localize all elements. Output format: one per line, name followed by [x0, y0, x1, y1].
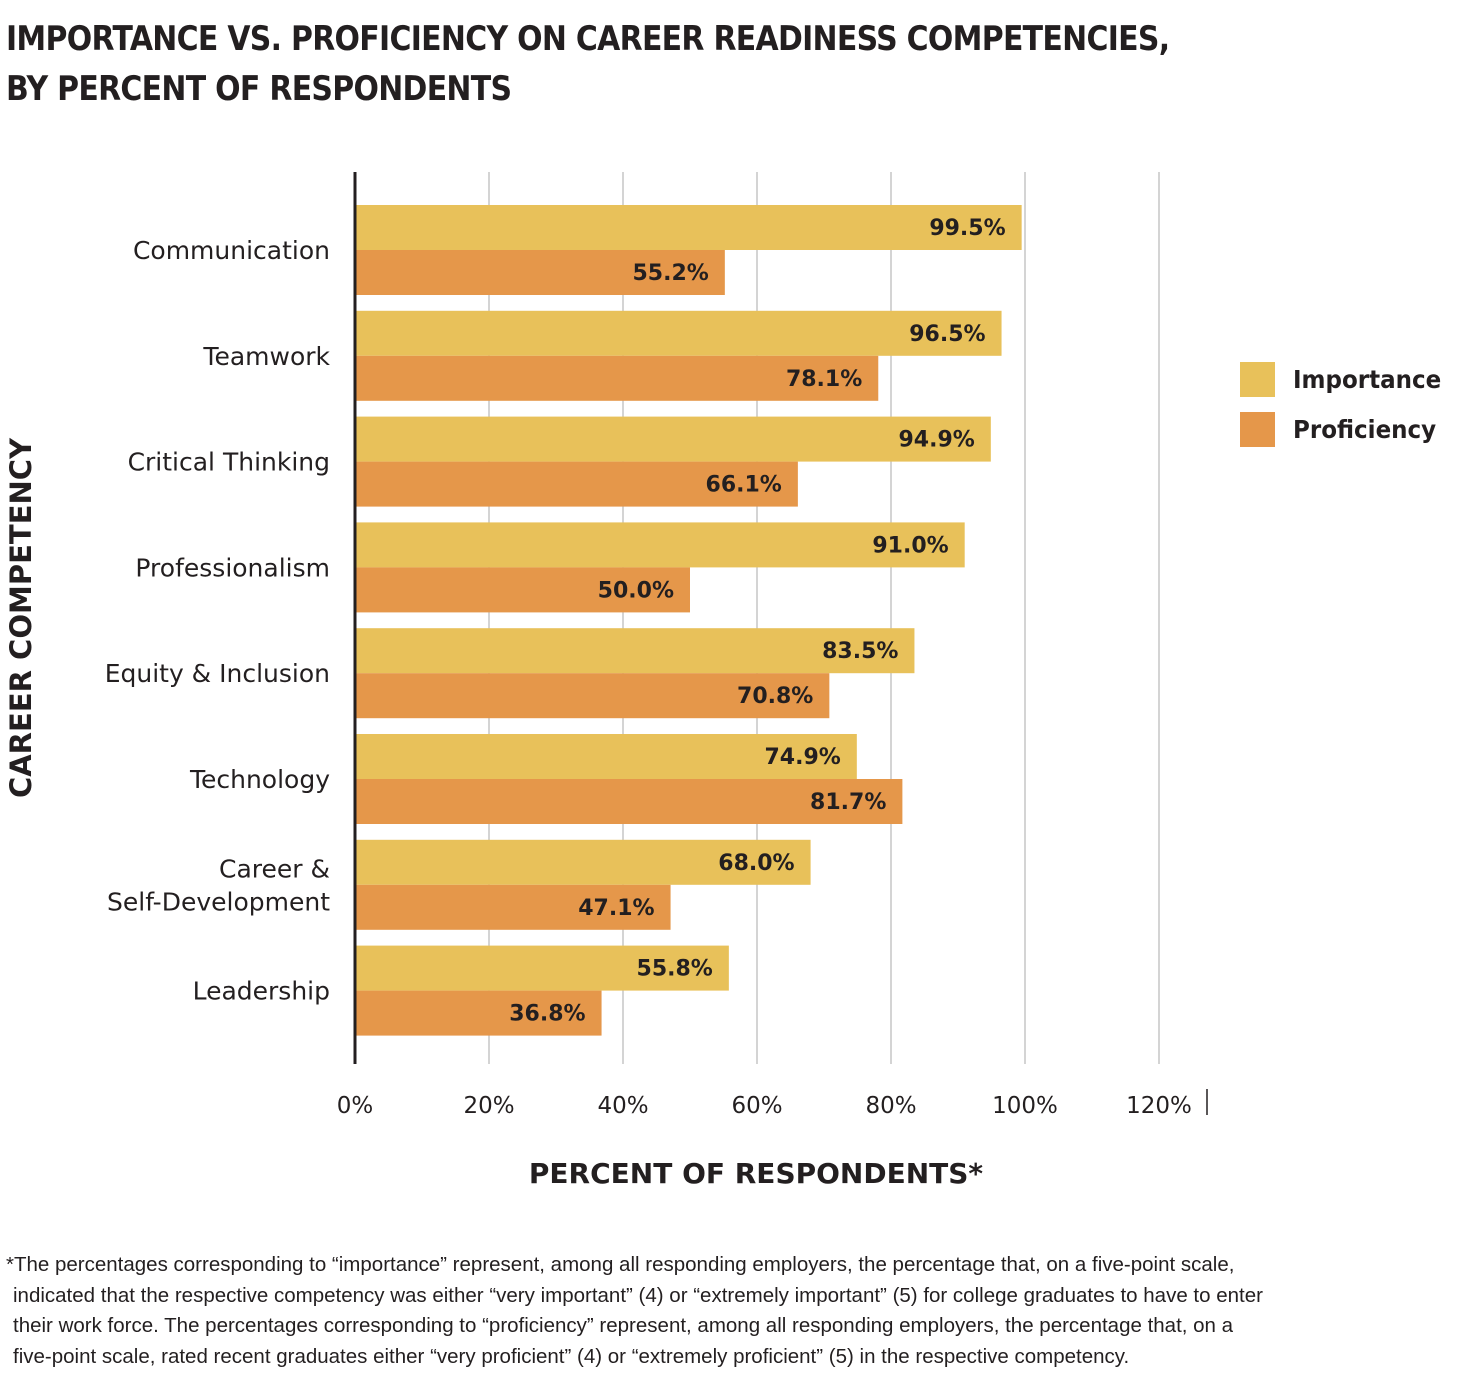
- footnote-line-2: indicated that the respective competency…: [13, 1283, 1263, 1307]
- chart-title-line-1: IMPORTANCE VS. PROFICIENCY ON CAREER REA…: [6, 19, 1170, 59]
- x-tick-labels: 0% 20% 40% 60% 80% 100% 120%: [337, 1093, 1192, 1119]
- bar-value-label: 74.9%: [765, 745, 841, 770]
- bars: [355, 205, 1022, 1036]
- x-tick-label: 80%: [865, 1093, 916, 1119]
- footnote-line-3: their work force. The percentages corres…: [13, 1314, 1234, 1337]
- bar-value-label: 78.1%: [786, 367, 862, 392]
- bar-proficiency: [355, 884, 671, 930]
- bar-chart: 99.5% 55.2% 96.5% 78.1% 94.9% 66.1% 91.0% 50.0%…: [4, 172, 1208, 1190]
- bar-proficiency: [355, 567, 690, 613]
- x-tick-label: 60%: [731, 1093, 782, 1119]
- chart-title: IMPORTANCE VS. PROFICIENCY ON CAREER REA…: [6, 14, 1170, 114]
- bar-importance: [355, 310, 1002, 356]
- bar-value-label: 55.8%: [637, 957, 713, 982]
- bar-proficiency: [355, 990, 602, 1036]
- category-label: Communication: [133, 236, 330, 265]
- gridlines: [488, 172, 1160, 1064]
- bar-importance: [355, 522, 965, 568]
- x-tick-label: 20%: [463, 1093, 514, 1119]
- bar-value-label: 47.1%: [578, 896, 654, 921]
- bar-value-label: 91.0%: [872, 533, 948, 558]
- category-label: Teamwork: [202, 342, 330, 371]
- bar-importance: [355, 945, 729, 991]
- chart-title-line-2: BY PERCENT OF RESPONDENTS: [6, 69, 512, 109]
- bar-value-label: 55.2%: [633, 261, 709, 286]
- category-labels: Communication Teamwork Critical Thinking Pr…: [105, 236, 331, 1006]
- bar-proficiency: [355, 673, 830, 719]
- bar-value-label: 94.9%: [899, 428, 975, 453]
- legend-label-proficiency: Proficiency: [1293, 414, 1437, 444]
- category-label: Career &: [219, 854, 330, 883]
- bar-labels: 99.5% 55.2% 96.5% 78.1% 94.9% 66.1% 91.0% 50.0%…: [509, 216, 1005, 1027]
- category-label: Professionalism: [135, 553, 330, 582]
- bar-value-label: 68.0%: [718, 851, 794, 876]
- legend-item-importance: Importance: [1240, 361, 1454, 397]
- bar-importance: [355, 839, 811, 885]
- legend-label-importance: Importance: [1293, 364, 1442, 394]
- bar-proficiency: [355, 461, 798, 507]
- bar-value-label: 66.1%: [706, 473, 782, 498]
- bar-importance: [355, 416, 991, 462]
- legend-swatch-proficiency: [1240, 411, 1275, 447]
- y-axis-title: CAREER COMPETENCY: [4, 437, 38, 798]
- bar-proficiency: [355, 250, 725, 295]
- category-label: Critical Thinking: [128, 448, 330, 477]
- x-tick-label: 100%: [992, 1093, 1058, 1119]
- bar-value-label: 36.8%: [509, 1002, 585, 1027]
- bar-value-label: 99.5%: [929, 216, 1005, 241]
- x-tick-label: 40%: [597, 1093, 648, 1119]
- legend: Importance Proficiency: [1240, 361, 1454, 462]
- bar-value-label: 81.7%: [810, 790, 886, 815]
- bar-value-label: 70.8%: [737, 684, 813, 709]
- category-label: Equity & Inclusion: [105, 659, 330, 688]
- bar-importance: [355, 205, 1022, 250]
- bar-importance: [355, 628, 915, 674]
- bar-value-label: 83.5%: [822, 639, 898, 664]
- bar-importance: [355, 734, 857, 779]
- bar-value-label: 96.5%: [909, 322, 985, 347]
- footnote-line-4: five-point scale, rated recent graduates…: [13, 1344, 1130, 1368]
- bar-value-label: 50.0%: [598, 578, 674, 603]
- footnote-line-1: *The percentages corresponding to “impor…: [6, 1253, 1235, 1276]
- footnote: *The percentages corresponding to “impor…: [6, 1250, 1466, 1372]
- legend-item-proficiency: Proficiency: [1240, 411, 1454, 447]
- category-label: Technology: [189, 765, 330, 794]
- x-tick-label: 120%: [1126, 1093, 1192, 1119]
- x-axis-title: PERCENT OF RESPONDENTS*: [529, 1157, 984, 1190]
- bar-proficiency: [355, 779, 903, 824]
- legend-swatch-importance: [1240, 361, 1275, 397]
- category-label: Leadership: [193, 977, 330, 1006]
- x-tick-label: 0%: [337, 1093, 374, 1119]
- category-label: Self-Development: [107, 887, 330, 916]
- bar-proficiency: [355, 355, 879, 401]
